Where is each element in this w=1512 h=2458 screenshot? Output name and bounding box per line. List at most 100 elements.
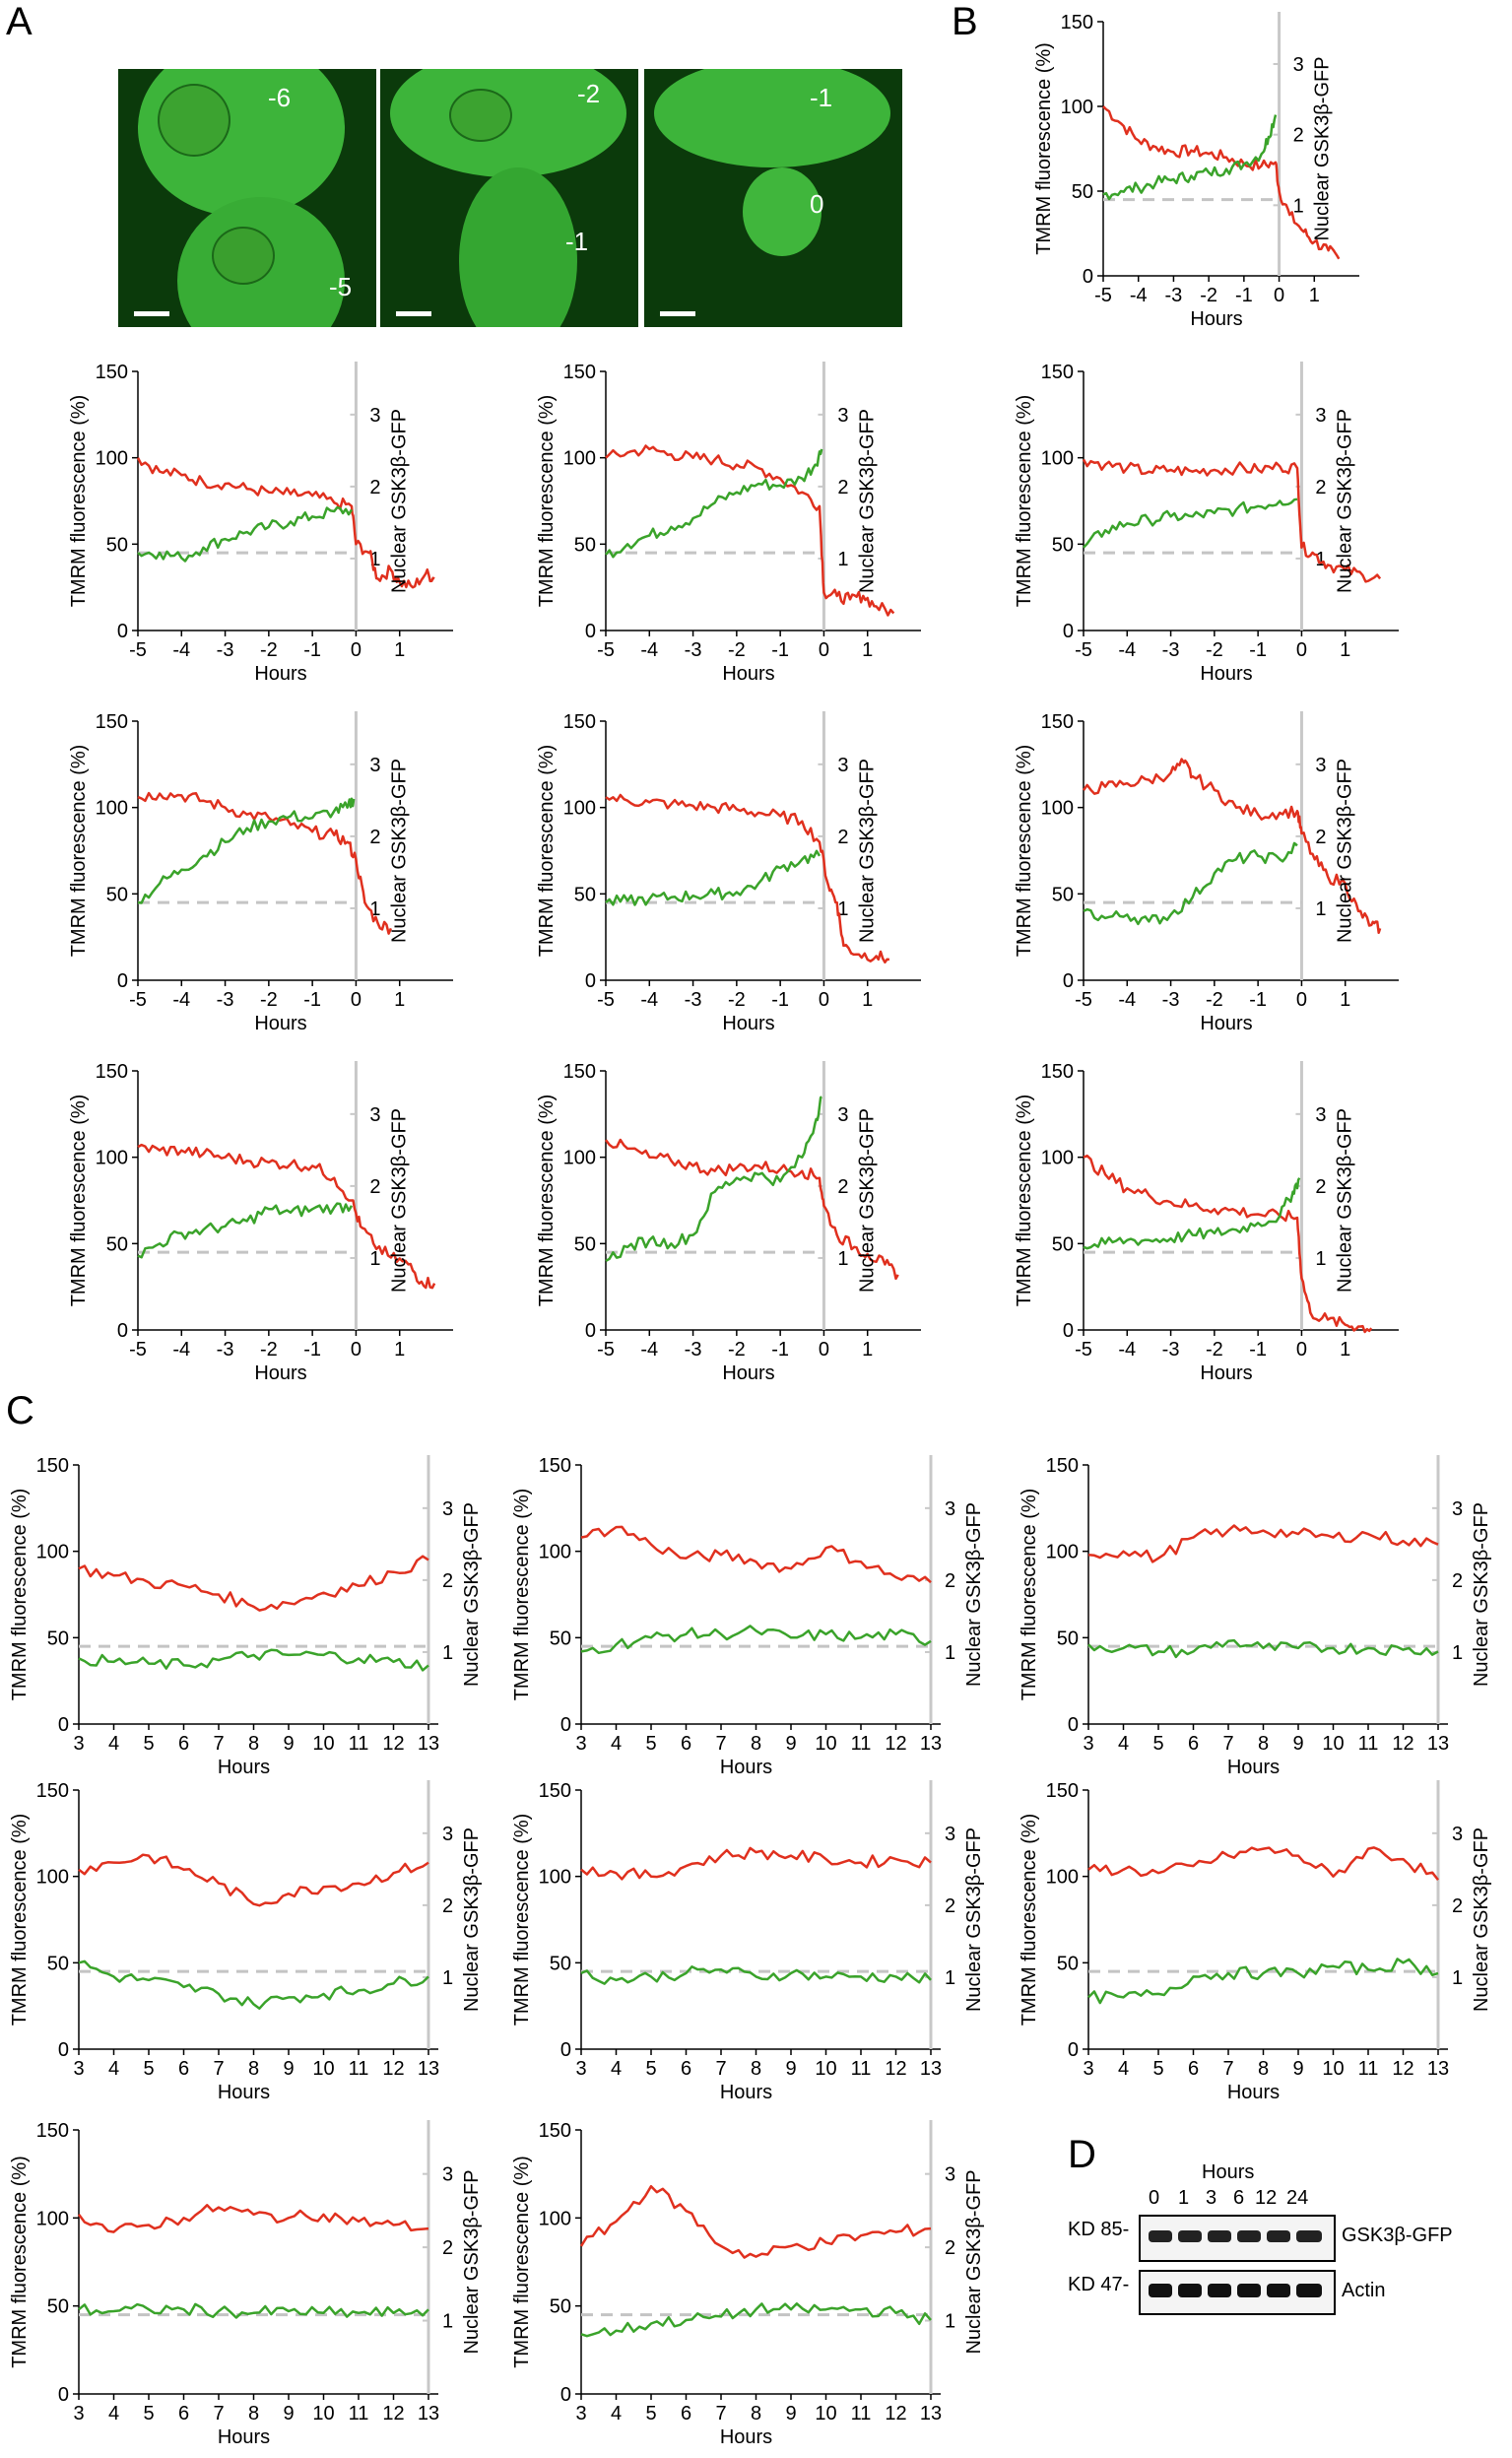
x-tick-label: -2: [728, 1339, 746, 1361]
y-tick-label: 150: [563, 711, 596, 733]
y2-tick-label: 2: [837, 1176, 848, 1198]
y-tick-label: 50: [550, 1628, 571, 1649]
y2-tick-label: 1: [442, 1642, 453, 1664]
y-tick-label: 0: [585, 970, 596, 992]
y2-tick-label: 2: [1452, 1895, 1463, 1917]
y-axis-label: TMRM fluorescence (%): [68, 395, 90, 608]
x-tick-label: 0: [1296, 989, 1307, 1011]
x-tick-label: 11: [851, 2403, 872, 2425]
y-tick-label: 50: [1057, 1628, 1079, 1649]
y-tick-label: 150: [96, 1061, 128, 1083]
gsk3b-series-line: [78, 1960, 429, 2010]
x-tick-label: -3: [1162, 639, 1180, 661]
y2-tick-label: 3: [369, 405, 380, 427]
x-tick-label: -5: [597, 1339, 615, 1361]
y-tick-label: 50: [106, 534, 128, 556]
y2-tick-label: 2: [945, 1570, 955, 1592]
y-axis-label: TMRM fluorescence (%): [1014, 745, 1035, 958]
x-tick-label: 0: [351, 989, 362, 1011]
x-tick-label: -4: [172, 639, 190, 661]
y2-tick-label: 2: [945, 2237, 955, 2259]
x-tick-label: -1: [1249, 1339, 1267, 1361]
y-tick-label: 50: [106, 1233, 128, 1255]
y-axis-label: TMRM fluorescence (%): [511, 1814, 533, 2026]
x-tick-label: 4: [1118, 1733, 1129, 1755]
x-tick-label: 12: [885, 1733, 906, 1755]
x-tick-label: 11: [1358, 2058, 1379, 2080]
y-tick-label: 150: [36, 1455, 69, 1477]
x-tick-label: 5: [143, 2403, 154, 2425]
tmrm-series-line: [1083, 1154, 1373, 1334]
y2-tick-label: 3: [369, 755, 380, 776]
chart-B3: 0 50 100 150 -5 -4 -3 -2 -1 0 1 1 2 3 Hours TMRM fluore…: [1014, 711, 1399, 1034]
x-tick-label: 10: [312, 2058, 334, 2080]
x-tick-label: 9: [283, 2403, 294, 2425]
x-tick-label: 13: [418, 2058, 439, 2080]
x-tick-label: 0: [351, 1339, 362, 1361]
y2-axis-label: Nuclear GSK3β-GFP: [963, 1827, 985, 2012]
x-tick-label: -4: [1130, 285, 1148, 306]
gsk3b-series-line: [137, 797, 356, 904]
x-tick-label: 12: [885, 2058, 906, 2080]
x-tick-label: 10: [815, 1733, 836, 1755]
y2-tick-label: 1: [945, 1967, 955, 1989]
y-axis-label: TMRM fluorescence (%): [511, 2156, 533, 2368]
x-tick-label: -4: [640, 989, 658, 1011]
micrograph-3-label-a: -1: [810, 83, 833, 112]
x-tick-label: 3: [575, 2403, 586, 2425]
chart-A2: 0 50 100 150 -5 -4 -3 -2 -1 0 1 1 2 3 Hours TMRM fluore…: [536, 362, 921, 685]
x-axis-label: Hours: [218, 1757, 270, 1778]
y-axis-label: TMRM fluorescence (%): [9, 1814, 31, 2026]
x-tick-label: 6: [1188, 2058, 1199, 2080]
y-tick-label: 150: [539, 1780, 571, 1802]
y2-tick-label: 2: [1315, 827, 1326, 848]
tmrm-series-line: [1087, 1524, 1439, 1563]
y2-axis-label: Nuclear GSK3β-GFP: [388, 759, 410, 943]
y2-tick-label: 1: [1315, 1248, 1326, 1270]
x-tick-label: 4: [1118, 2058, 1129, 2080]
panel-label-a: A: [6, 0, 33, 43]
y2-axis-label: Nuclear GSK3β-GFP: [1312, 56, 1334, 240]
y-axis-label: TMRM fluorescence (%): [511, 1489, 533, 1701]
x-tick-label: 7: [213, 2403, 224, 2425]
gsk3b-series-line: [1087, 1958, 1439, 2005]
x-tick-label: -3: [217, 989, 234, 1011]
y2-tick-label: 3: [945, 1824, 955, 1845]
y-tick-label: 150: [539, 1455, 571, 1477]
x-tick-label: 8: [751, 2403, 761, 2425]
micrograph-2-label-a: -2: [577, 79, 601, 108]
y-tick-label: 0: [58, 2384, 69, 2406]
x-tick-label: 11: [851, 1733, 872, 1755]
x-axis-label: Hours: [218, 2082, 270, 2103]
blot-kd-label-1: KD 85-: [1068, 2219, 1130, 2240]
x-tick-label: 8: [751, 1733, 761, 1755]
x-tick-label: 12: [382, 1733, 404, 1755]
x-tick-label: 0: [819, 1339, 829, 1361]
x-tick-label: -5: [1075, 989, 1092, 1011]
blot-timepoints: 0 1 3 6 12 24: [1149, 2187, 1346, 2211]
x-tick-label: 3: [73, 2403, 84, 2425]
x-tick-label: -5: [1075, 639, 1092, 661]
panel-label-c: C: [6, 1389, 34, 1432]
x-tick-label: 7: [715, 2403, 726, 2425]
blot-timepoint: 6: [1233, 2187, 1245, 2209]
x-tick-label: 1: [394, 989, 405, 1011]
x-tick-label: 8: [751, 2058, 761, 2080]
y-tick-label: 0: [1068, 2039, 1079, 2061]
x-axis-label: Hours: [720, 2082, 772, 2103]
y2-tick-label: 2: [442, 1570, 453, 1592]
x-tick-label: -3: [685, 989, 702, 1011]
tmrm-series-line: [605, 793, 890, 964]
x-tick-label: 1: [862, 1339, 873, 1361]
x-axis-label: Hours: [720, 2426, 772, 2448]
micrograph-3-label-b: 0: [810, 189, 824, 219]
micrograph-2-label-b: -1: [565, 227, 589, 256]
x-tick-label: 8: [248, 2403, 259, 2425]
x-tick-label: 5: [645, 1733, 656, 1755]
y-tick-label: 0: [58, 1714, 69, 1736]
y2-tick-label: 3: [945, 1498, 955, 1520]
y2-axis-label: Nuclear GSK3β-GFP: [1334, 759, 1355, 943]
x-tick-label: -2: [728, 639, 746, 661]
